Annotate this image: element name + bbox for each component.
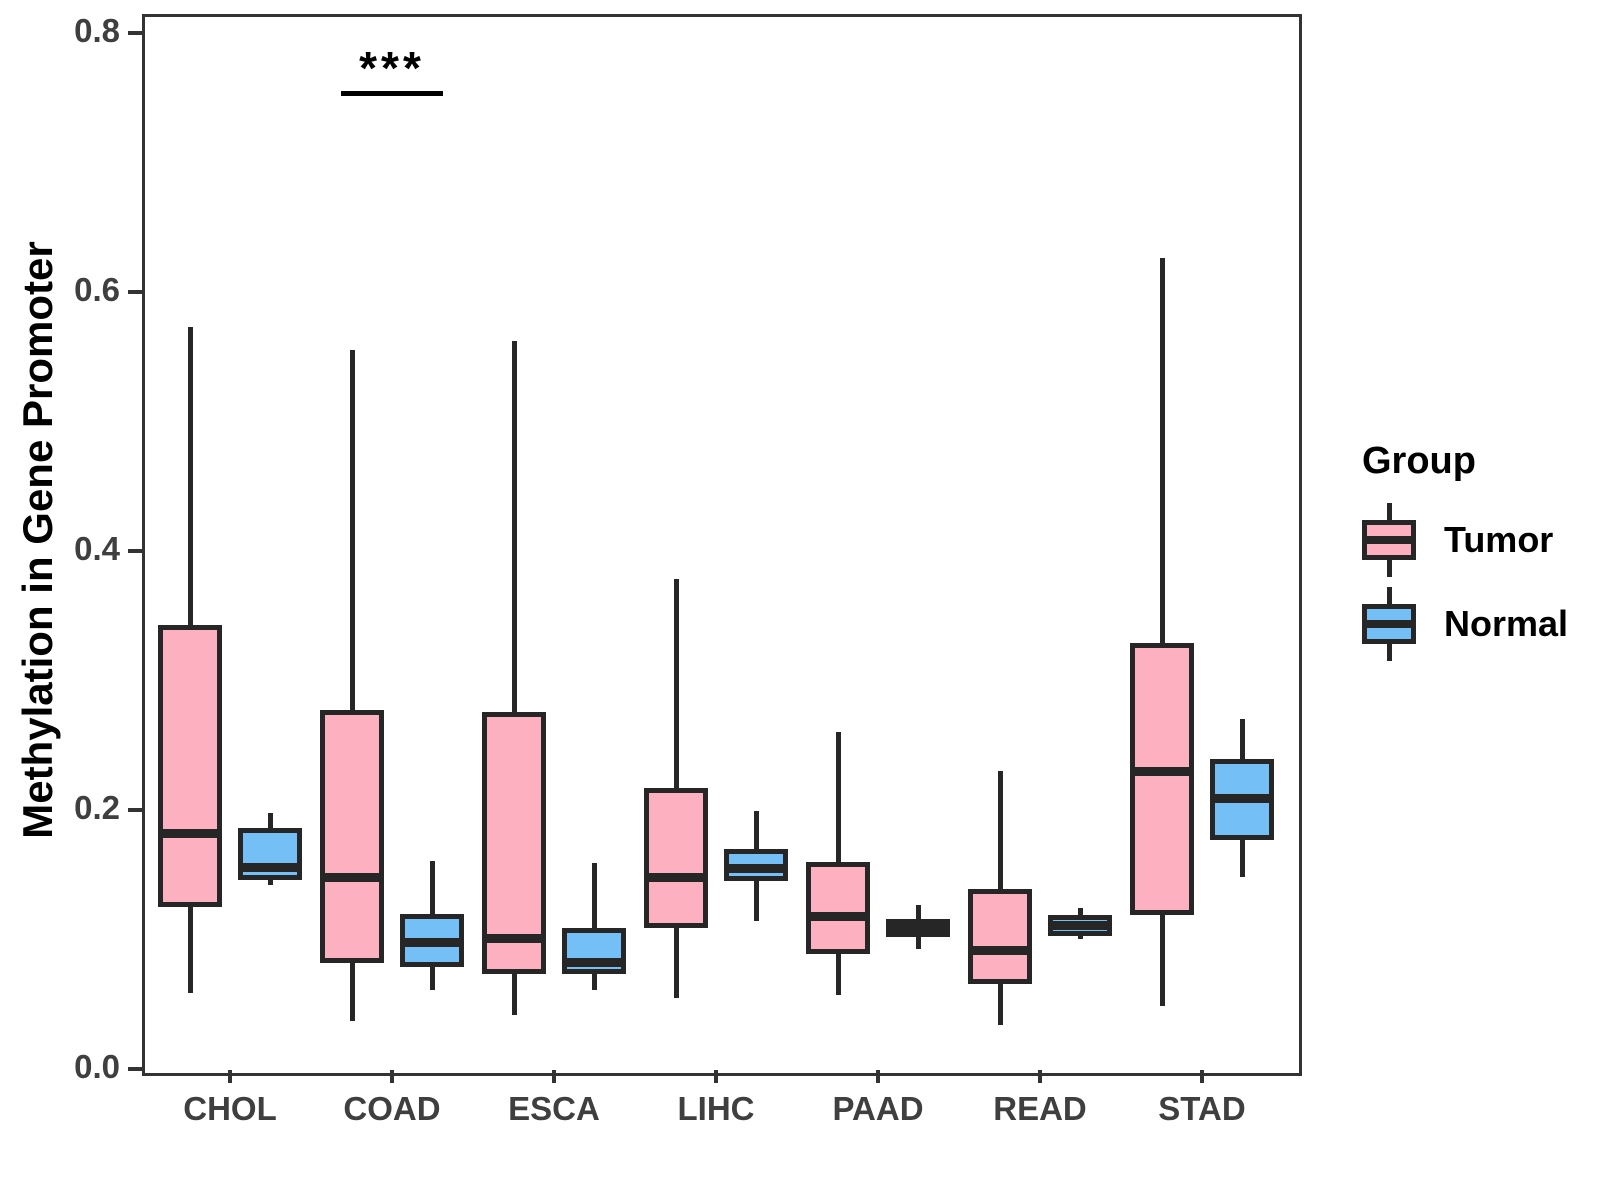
legend: Group Tumor Normal	[1362, 440, 1568, 671]
median-normal-LIHC	[724, 864, 788, 874]
legend-glyph-normal	[1362, 587, 1416, 661]
y-tickmark	[128, 549, 142, 553]
median-normal-READ	[1048, 921, 1112, 931]
legend-glyph-tumor	[1362, 503, 1416, 577]
legend-median	[1362, 536, 1416, 544]
x-tickmark	[552, 1070, 556, 1083]
whisker-tumor-ESCA	[511, 341, 517, 1015]
box-normal-ESCA	[562, 927, 626, 975]
median-normal-COAD	[400, 938, 464, 948]
x-tick-label: LIHC	[677, 1090, 755, 1127]
legend-item-tumor: Tumor	[1362, 503, 1568, 577]
box-tumor-CHOL	[158, 624, 222, 908]
plot-panel	[142, 14, 1302, 1076]
x-tick-label: CHOL	[183, 1090, 277, 1127]
y-tick-label: 0.8	[74, 12, 120, 49]
x-tickmark	[714, 1070, 718, 1083]
y-tick-label: 0.4	[74, 530, 120, 567]
box-tumor-STAD	[1130, 642, 1194, 915]
median-normal-STAD	[1210, 794, 1274, 804]
box-tumor-ESCA	[482, 711, 546, 975]
y-tickmark	[128, 1067, 142, 1071]
x-tick-label: READ	[993, 1090, 1087, 1127]
x-tick-label: COAD	[343, 1090, 441, 1127]
median-normal-PAAD	[886, 922, 950, 932]
x-tickmark	[390, 1070, 394, 1083]
whisker-tumor-STAD	[1159, 258, 1165, 1006]
x-tickmark	[228, 1070, 232, 1083]
legend-title: Group	[1362, 440, 1476, 482]
median-tumor-PAAD	[806, 912, 870, 922]
significance-line	[341, 90, 443, 96]
box-normal-CHOL	[238, 828, 302, 880]
median-normal-ESCA	[562, 957, 626, 967]
median-tumor-ESCA	[482, 934, 546, 944]
x-tickmark	[1038, 1070, 1042, 1083]
legend-items: Tumor Normal	[1362, 503, 1568, 661]
legend-label-normal: Normal	[1444, 603, 1569, 644]
y-tickmark	[128, 31, 142, 35]
median-tumor-LIHC	[644, 873, 708, 883]
box-tumor-COAD	[320, 710, 384, 963]
median-tumor-READ	[968, 945, 1032, 955]
y-tick-label: 0.2	[74, 789, 120, 826]
x-tickmark	[876, 1070, 880, 1083]
x-tick-label: STAD	[1158, 1090, 1246, 1127]
y-tick-label: 0.0	[74, 1048, 120, 1085]
whisker-tumor-COAD	[349, 350, 355, 1022]
y-tick-label: 0.6	[74, 271, 120, 308]
y-tickmark	[128, 290, 142, 294]
x-tickmark	[1200, 1070, 1204, 1083]
median-tumor-COAD	[320, 873, 384, 883]
legend-label-tumor: Tumor	[1444, 519, 1554, 560]
box-tumor-LIHC	[644, 787, 708, 928]
median-normal-CHOL	[238, 862, 302, 872]
x-tick-label: ESCA	[508, 1090, 600, 1127]
median-tumor-CHOL	[158, 829, 222, 839]
x-tick-label: PAAD	[832, 1090, 924, 1127]
median-tumor-STAD	[1130, 767, 1194, 777]
box-tumor-READ	[968, 888, 1032, 984]
whisker-normal-ESCA	[591, 863, 597, 990]
significance-stars: ***	[359, 41, 425, 94]
box-tumor-PAAD	[806, 861, 870, 954]
legend-item-normal: Normal	[1362, 587, 1568, 661]
y-tickmark	[128, 808, 142, 812]
legend-median	[1362, 620, 1416, 628]
